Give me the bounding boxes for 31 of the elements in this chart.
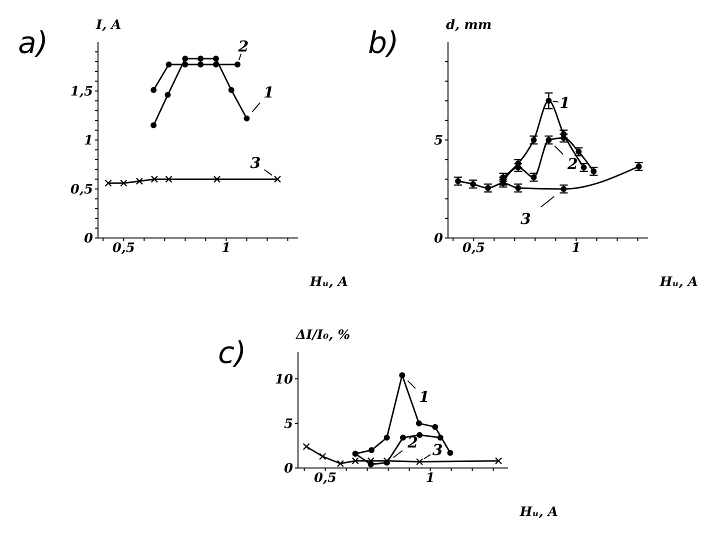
y-tick-label: 5 bbox=[284, 417, 293, 432]
chart-title: a) bbox=[18, 26, 48, 61]
x-tick-label: 0,5 bbox=[462, 241, 485, 256]
chart-title: c) bbox=[218, 336, 246, 371]
y-tick-label: 0 bbox=[284, 462, 293, 477]
x-axis-title: Hᵤ, A bbox=[520, 505, 558, 520]
legend-label: 3 bbox=[432, 440, 443, 459]
y-tick-label: 0 bbox=[84, 232, 93, 247]
x-tick-label: 1 bbox=[572, 241, 581, 256]
series-label: 3 bbox=[520, 210, 531, 228]
y-tick-label: 5 bbox=[434, 134, 443, 149]
y-axis-title: I, A bbox=[96, 18, 122, 33]
series-label: 1 bbox=[264, 83, 274, 102]
series-label: 1 bbox=[418, 388, 430, 406]
y-tick-label: 1,5 bbox=[70, 84, 93, 100]
legend-label: 1 bbox=[560, 94, 570, 112]
x-axis-title: Hᵤ, A bbox=[660, 275, 698, 290]
series-label: 2 bbox=[406, 434, 418, 452]
series-label: 3 bbox=[250, 154, 261, 172]
y-axis-title: d, mm bbox=[446, 18, 492, 33]
y-tick-label: 0,5 bbox=[70, 182, 93, 198]
y-axis-title: ΔI/I₀, % bbox=[296, 328, 350, 343]
y-tick-label: 1 bbox=[84, 134, 93, 149]
y-tick-label: 10 bbox=[274, 372, 293, 388]
y-tick-label: 0 bbox=[434, 232, 443, 247]
x-tick-label: 1 bbox=[222, 241, 231, 256]
legend-label: 2 bbox=[237, 38, 249, 56]
x-axis-title: Hᵤ, A bbox=[310, 275, 348, 290]
chart-title: b) bbox=[368, 26, 399, 61]
series-label: 2 bbox=[566, 155, 578, 173]
x-tick-label: 0,5 bbox=[112, 241, 135, 256]
